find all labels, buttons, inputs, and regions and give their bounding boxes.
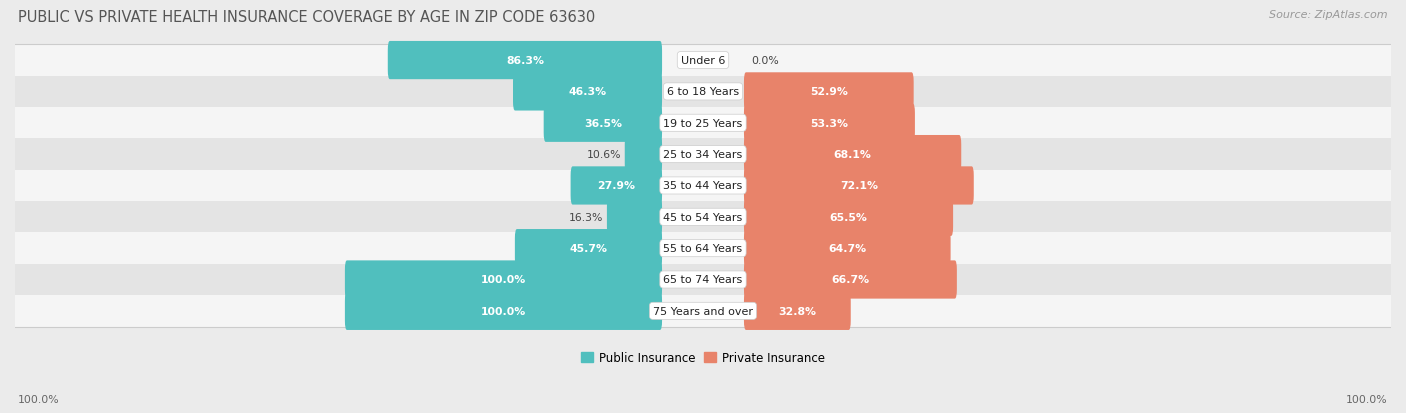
Text: 65 to 74 Years: 65 to 74 Years xyxy=(664,275,742,285)
Bar xyxy=(15,295,1391,327)
Text: 10.6%: 10.6% xyxy=(586,150,621,160)
Text: 45 to 54 Years: 45 to 54 Years xyxy=(664,212,742,222)
FancyBboxPatch shape xyxy=(624,135,662,174)
Text: 25 to 34 Years: 25 to 34 Years xyxy=(664,150,742,160)
FancyBboxPatch shape xyxy=(744,261,957,299)
Text: Source: ZipAtlas.com: Source: ZipAtlas.com xyxy=(1270,10,1388,20)
Bar xyxy=(15,76,1391,108)
Text: 36.5%: 36.5% xyxy=(583,119,621,128)
Text: 6 to 18 Years: 6 to 18 Years xyxy=(666,87,740,97)
FancyBboxPatch shape xyxy=(744,104,915,142)
Text: 55 to 64 Years: 55 to 64 Years xyxy=(664,244,742,254)
FancyBboxPatch shape xyxy=(515,230,662,268)
FancyBboxPatch shape xyxy=(513,73,662,111)
Text: 16.3%: 16.3% xyxy=(569,212,603,222)
FancyBboxPatch shape xyxy=(744,167,974,205)
Legend: Public Insurance, Private Insurance: Public Insurance, Private Insurance xyxy=(576,346,830,368)
Text: 66.7%: 66.7% xyxy=(831,275,869,285)
Text: 100.0%: 100.0% xyxy=(18,394,60,404)
FancyBboxPatch shape xyxy=(344,292,662,330)
Text: 65.5%: 65.5% xyxy=(830,212,868,222)
FancyBboxPatch shape xyxy=(744,73,914,111)
Bar xyxy=(15,202,1391,233)
Text: 72.1%: 72.1% xyxy=(839,181,877,191)
Bar xyxy=(15,264,1391,295)
Text: 0.0%: 0.0% xyxy=(751,56,779,66)
Text: 86.3%: 86.3% xyxy=(506,56,544,66)
Text: 27.9%: 27.9% xyxy=(598,181,636,191)
Bar xyxy=(15,108,1391,139)
Text: 68.1%: 68.1% xyxy=(834,150,872,160)
Text: 35 to 44 Years: 35 to 44 Years xyxy=(664,181,742,191)
FancyBboxPatch shape xyxy=(344,261,662,299)
Text: 100.0%: 100.0% xyxy=(481,275,526,285)
Bar xyxy=(15,139,1391,171)
Bar xyxy=(15,233,1391,264)
FancyBboxPatch shape xyxy=(571,167,662,205)
Text: 46.3%: 46.3% xyxy=(568,87,606,97)
FancyBboxPatch shape xyxy=(744,135,962,174)
Text: Under 6: Under 6 xyxy=(681,56,725,66)
FancyBboxPatch shape xyxy=(607,198,662,236)
Bar xyxy=(15,171,1391,202)
Text: 52.9%: 52.9% xyxy=(810,87,848,97)
Text: PUBLIC VS PRIVATE HEALTH INSURANCE COVERAGE BY AGE IN ZIP CODE 63630: PUBLIC VS PRIVATE HEALTH INSURANCE COVER… xyxy=(18,10,596,25)
FancyBboxPatch shape xyxy=(544,104,662,142)
Text: 19 to 25 Years: 19 to 25 Years xyxy=(664,119,742,128)
Text: 100.0%: 100.0% xyxy=(481,306,526,316)
FancyBboxPatch shape xyxy=(388,42,662,80)
FancyBboxPatch shape xyxy=(744,198,953,236)
Bar xyxy=(15,45,1391,76)
Text: 75 Years and over: 75 Years and over xyxy=(652,306,754,316)
FancyBboxPatch shape xyxy=(744,230,950,268)
Text: 45.7%: 45.7% xyxy=(569,244,607,254)
Text: 53.3%: 53.3% xyxy=(810,119,848,128)
Text: 100.0%: 100.0% xyxy=(1346,394,1388,404)
Text: 32.8%: 32.8% xyxy=(779,306,817,316)
FancyBboxPatch shape xyxy=(744,292,851,330)
Text: 64.7%: 64.7% xyxy=(828,244,866,254)
